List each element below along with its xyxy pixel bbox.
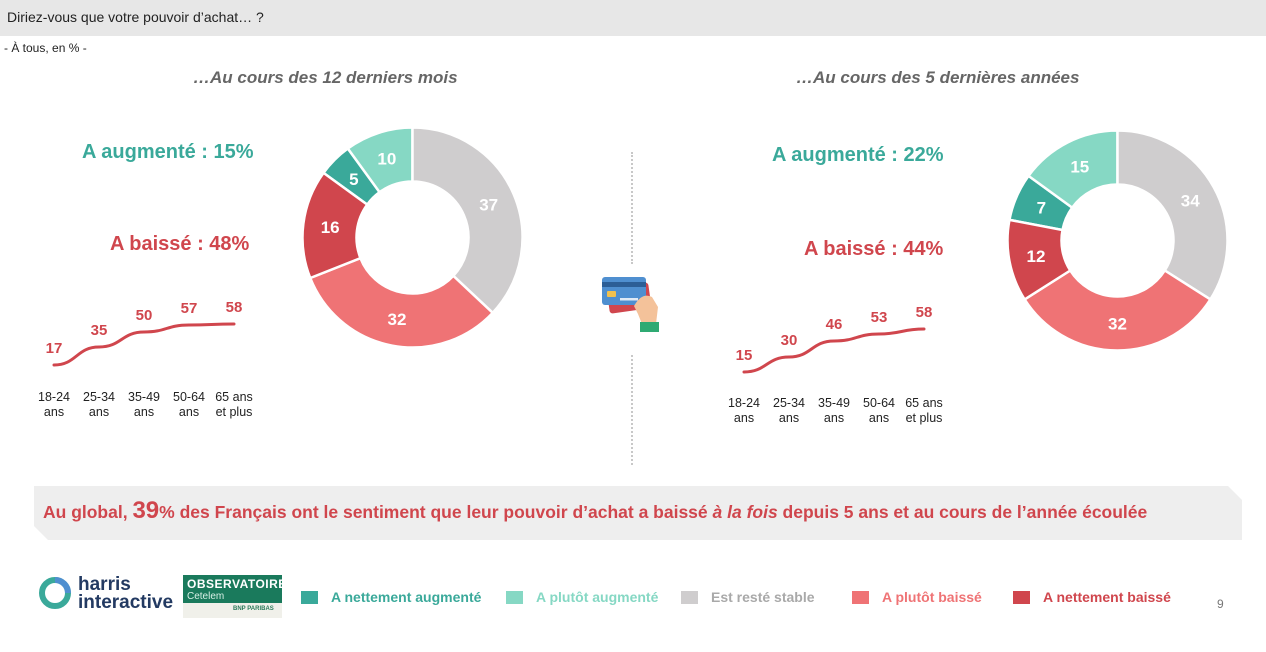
harris-logo-line1: harris (78, 574, 131, 595)
right-age-label-3: 50-64 ans (863, 396, 895, 425)
left-donut-slice-label-3: 32 (387, 310, 406, 329)
right-donut-chart: 7 15 34 32 12 (1006, 129, 1229, 352)
base-note: - À tous, en % - (4, 41, 87, 55)
left-decreased-total: A baissé : 48% (110, 233, 250, 255)
left-line-value-3: 57 (181, 300, 198, 317)
left-donut-chart: 5 10 37 32 16 (301, 126, 524, 349)
summary-italic: à la fois (712, 502, 778, 522)
legend-label-3: A plutôt baissé (882, 589, 982, 605)
observatoire-sub: Cetelem (187, 591, 225, 602)
right-line-line (742, 327, 926, 374)
right-line-value-4: 58 (916, 304, 933, 321)
legend-swatch-1 (506, 591, 523, 604)
right-donut-slice-label-1: 15 (1070, 158, 1089, 177)
left-age-label-1: 25-34 ans (83, 390, 115, 419)
observatoire-logo-band (183, 603, 282, 618)
right-donut-slice-label-4: 12 (1027, 247, 1046, 266)
right-donut-slice-3 (1022, 268, 1213, 352)
right-line-value-1: 30 (781, 332, 798, 349)
left-age-label-0: 18-24 ans (38, 390, 70, 419)
summary-number: 39 (132, 497, 160, 524)
harris-logo-icon (39, 577, 71, 609)
left-age-label-4: 65 ans et plus (215, 390, 253, 419)
right-donut-slice-label-3: 32 (1108, 315, 1127, 334)
summary-suffix: depuis 5 ans et au cours de l’année écou… (777, 502, 1148, 522)
left-age-line-chart: 17 35 50 57 58 (46, 299, 243, 367)
left-line-value-0: 17 (46, 340, 63, 357)
summary-text: Au global, 39% des Français ont le senti… (43, 497, 1147, 525)
right-line-value-3: 53 (871, 309, 888, 326)
legend-label-0: A nettement augmenté (331, 589, 482, 605)
legend-label-2: Est resté stable (711, 589, 815, 605)
legend-label-1: A plutôt augmenté (536, 589, 659, 605)
legend-swatch-4 (1013, 591, 1030, 604)
left-line-value-4: 58 (226, 299, 243, 316)
legend-swatch-2 (681, 591, 698, 604)
legend-swatch-0 (301, 591, 318, 604)
observatoire-bank: BNP PARIBAS (233, 606, 274, 612)
harris-logo-line2: interactive (78, 592, 174, 613)
right-age-label-0: 18-24 ans (728, 396, 760, 425)
right-age-label-4: 65 ans et plus (905, 396, 943, 425)
left-donut-slice-label-2: 37 (479, 196, 498, 215)
page-number: 9 (1217, 597, 1224, 611)
separator-top (631, 152, 633, 264)
summary-banner (34, 486, 1242, 540)
right-donut-slice-label-0: 7 (1037, 199, 1046, 218)
summary-prefix: Au global, (43, 502, 133, 522)
left-donut-slice-label-4: 16 (321, 218, 340, 237)
left-line-value-2: 50 (136, 307, 153, 324)
right-donut-slice-label-2: 34 (1181, 192, 1200, 211)
right-age-label-2: 35-49 ans (818, 396, 850, 425)
left-age-label-3: 50-64 ans (173, 390, 205, 419)
right-increased-total: A augmenté : 22% (772, 144, 944, 166)
right-line-value-2: 46 (826, 316, 843, 333)
observatoire-title: OBSERVATOIRE (187, 577, 287, 591)
left-donut-slice-label-1: 10 (377, 150, 396, 169)
left-age-label-2: 35-49 ans (128, 390, 160, 419)
right-age-line-chart: 15 30 46 53 58 (736, 304, 933, 374)
right-line-value-0: 15 (736, 347, 753, 364)
left-donut-slice-3 (308, 256, 495, 349)
question-text: Diriez-vous que votre pouvoir d’achat… ? (7, 9, 264, 25)
harris-logo-text: harris interactive (78, 574, 174, 613)
right-age-label-1: 25-34 ans (773, 396, 805, 425)
right-donut-slice-4 (1006, 218, 1072, 302)
left-donut-slice-2 (411, 126, 524, 315)
right-donut-slice-2 (1116, 129, 1229, 302)
left-subtitle: …Au cours des 12 derniers mois (193, 68, 458, 87)
left-donut-slice-label-0: 5 (349, 170, 358, 189)
left-line-line (52, 322, 236, 367)
right-subtitle: …Au cours des 5 dernières années (796, 68, 1080, 87)
legend-label-4: A nettement baissé (1043, 589, 1171, 605)
separator-bottom (631, 355, 633, 465)
summary-middle: % des Français ont le sentiment que leur… (159, 502, 713, 522)
question-bar (0, 0, 1266, 36)
left-line-value-1: 35 (91, 322, 108, 339)
left-donut-slice-4 (301, 171, 369, 280)
legend-swatch-3 (852, 591, 869, 604)
credit-card-hand-icon (602, 277, 659, 332)
right-decreased-total: A baissé : 44% (804, 238, 944, 260)
left-increased-total: A augmenté : 15% (82, 141, 254, 163)
